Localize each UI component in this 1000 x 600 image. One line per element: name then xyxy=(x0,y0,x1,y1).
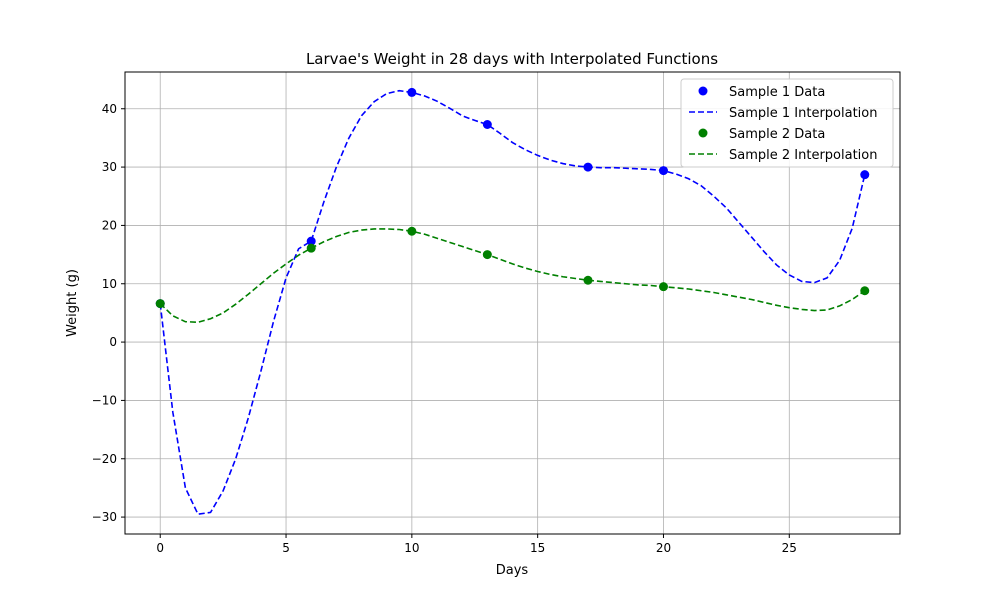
y-axis-ticks: −30 −20 −10 0 10 20 30 40 xyxy=(92,102,125,524)
y-tick-label: 10 xyxy=(102,277,117,291)
series-2-point xyxy=(306,243,316,253)
x-tick-label: 25 xyxy=(782,541,797,555)
y-tick-label: −30 xyxy=(92,510,117,524)
series-0-point xyxy=(658,166,668,176)
series-line-3 xyxy=(159,228,866,324)
x-axis-label: Days xyxy=(496,563,529,578)
series-0-point xyxy=(860,170,870,180)
legend-label-2: Sample 2 Data xyxy=(729,127,825,142)
legend-marker-0 xyxy=(698,86,708,96)
series-0-point xyxy=(306,236,316,246)
y-tick-label: −10 xyxy=(92,393,117,407)
y-tick-label: 40 xyxy=(102,102,117,116)
series-2-point xyxy=(583,275,593,285)
x-tick-label: 0 xyxy=(156,541,164,555)
grid-lines xyxy=(125,72,900,534)
series-layer xyxy=(155,87,870,516)
series-2-point xyxy=(482,250,492,260)
series-2-point xyxy=(860,286,870,296)
legend-marker-2 xyxy=(698,128,708,138)
legend-label-3: Sample 2 Interpolation xyxy=(729,148,877,163)
series-2-point xyxy=(658,282,668,292)
series-0-point xyxy=(407,87,417,97)
series-2-point xyxy=(407,226,417,236)
y-tick-label: 30 xyxy=(102,160,117,174)
series-0-point xyxy=(583,162,593,172)
series-2-point xyxy=(155,299,165,309)
plot-area-frame xyxy=(124,71,901,535)
x-tick-label: 15 xyxy=(530,541,545,555)
series-line-1 xyxy=(159,89,866,516)
legend-box xyxy=(680,78,894,168)
y-axis-label: Weight (g) xyxy=(65,269,80,337)
legend: Sample 1 Data Sample 1 Interpolation Sampl… xyxy=(680,78,894,168)
x-axis-ticks: 0 5 10 15 20 25 xyxy=(156,534,797,555)
legend-label-0: Sample 1 Data xyxy=(729,85,825,100)
series-0-point xyxy=(482,120,492,129)
chart-title: Larvae's Weight in 28 days with Interpol… xyxy=(306,50,718,68)
y-tick-label: 20 xyxy=(102,218,117,232)
legend-label-1: Sample 1 Interpolation xyxy=(729,106,877,121)
x-tick-label: 20 xyxy=(656,541,671,555)
x-tick-label: 10 xyxy=(404,541,419,555)
y-tick-label: 0 xyxy=(109,335,117,349)
x-tick-label: 5 xyxy=(282,541,290,555)
y-tick-label: −20 xyxy=(92,452,117,466)
